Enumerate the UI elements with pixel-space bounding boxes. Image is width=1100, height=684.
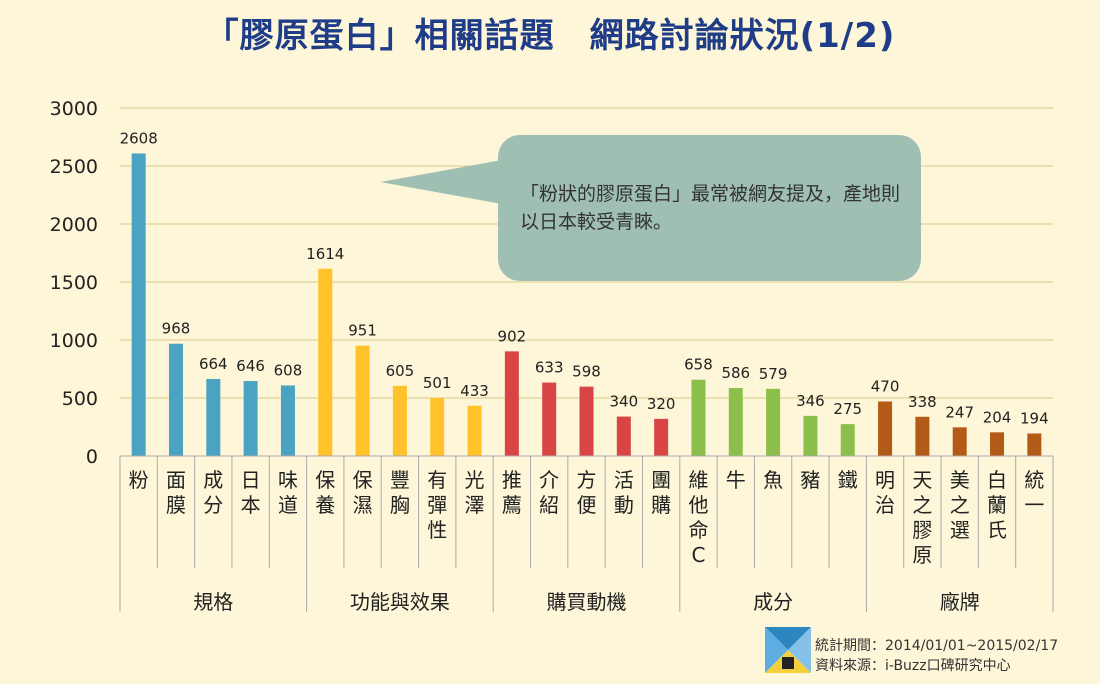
bar xyxy=(691,379,706,456)
x-tick-label: 白蘭氏 xyxy=(987,468,1007,542)
callout-bubble xyxy=(380,135,921,281)
group-label: 規格 xyxy=(193,590,233,614)
x-tick-label: 團購 xyxy=(651,468,671,517)
x-tick-label: 豬 xyxy=(800,468,820,492)
bar xyxy=(131,153,146,457)
x-tick-label: 統一 xyxy=(1024,468,1044,517)
x-tick-label: 粉 xyxy=(129,468,149,492)
data-label: 338 xyxy=(908,393,937,411)
group-label: 廠牌 xyxy=(940,590,980,614)
x-tick-label: 介紹 xyxy=(539,468,559,517)
y-tick-label: 2000 xyxy=(50,214,98,236)
x-tick-label: 魚 xyxy=(763,468,783,492)
x-tick-label: 牛 xyxy=(726,468,746,492)
bar xyxy=(616,416,631,456)
y-tick-label: 2500 xyxy=(50,156,98,178)
bar xyxy=(243,381,258,456)
data-label: 346 xyxy=(796,392,825,410)
data-label: 968 xyxy=(162,320,191,338)
data-label: 340 xyxy=(609,393,638,411)
y-tick-label: 3000 xyxy=(50,98,98,120)
data-label: 598 xyxy=(572,363,601,381)
data-label: 664 xyxy=(199,355,228,373)
data-label: 579 xyxy=(759,365,788,383)
x-tick-label: 明治 xyxy=(875,468,895,517)
x-tick-label: 保養 xyxy=(315,468,335,517)
data-label: 658 xyxy=(684,356,713,374)
data-label: 633 xyxy=(535,359,564,377)
bar xyxy=(504,351,519,456)
bar xyxy=(952,427,967,456)
x-tick-label: 方便 xyxy=(577,468,597,517)
bar xyxy=(280,385,295,456)
bar xyxy=(990,432,1005,456)
data-label: 501 xyxy=(423,374,452,392)
y-tick-label: 0 xyxy=(86,446,98,468)
bar xyxy=(318,268,333,456)
bar xyxy=(542,382,557,456)
x-tick-label: 活動 xyxy=(614,468,634,517)
data-label: 1614 xyxy=(306,245,344,263)
x-tick-label: 鐵 xyxy=(838,468,858,492)
footer-source: 資料來源：i-Buzz口碑研究中心 xyxy=(815,658,1011,674)
bar xyxy=(654,418,669,456)
x-tick-label: 美之選 xyxy=(950,468,970,542)
data-label: 320 xyxy=(647,395,676,413)
bar xyxy=(728,388,743,456)
bar xyxy=(766,388,781,456)
data-label: 605 xyxy=(386,362,415,380)
data-label: 275 xyxy=(833,400,862,418)
bar xyxy=(915,416,930,456)
bar xyxy=(878,401,893,456)
bar xyxy=(579,386,594,456)
data-label: 646 xyxy=(236,357,265,375)
footer-period: 統計期間：2014/01/01~2015/02/17 xyxy=(815,638,1059,654)
x-tick-label: 推薦 xyxy=(502,468,522,517)
data-label: 586 xyxy=(721,364,750,382)
bar xyxy=(355,345,370,456)
bar xyxy=(392,385,407,456)
ibuzz-logo-icon xyxy=(765,627,811,673)
x-tick-label: 成分 xyxy=(203,468,223,517)
x-tick-label: 保濕 xyxy=(353,468,373,517)
y-tick-label: 1000 xyxy=(50,330,98,352)
page-title: 「膠原蛋白」相關話題 網路討論狀況(1/2) xyxy=(204,16,896,56)
data-label: 204 xyxy=(983,408,1012,426)
group-label: 成分 xyxy=(753,590,793,614)
data-label: 470 xyxy=(871,377,900,395)
x-tick-label: 豐胸 xyxy=(390,468,410,517)
bar xyxy=(206,378,221,456)
x-tick-label: 日本 xyxy=(241,468,261,517)
data-label: 2608 xyxy=(120,129,158,147)
group-label: 功能與效果 xyxy=(350,590,450,614)
data-label: 247 xyxy=(945,403,974,421)
group-label: 購買動機 xyxy=(547,590,627,614)
bar xyxy=(1027,433,1042,456)
callout-text: 「粉狀的膠原蛋白」最常被網友提及，產地則以日本較受青睞。 xyxy=(520,183,901,233)
bar xyxy=(467,405,482,456)
data-label: 433 xyxy=(460,382,489,400)
x-tick-label: 天之膠原 xyxy=(912,468,932,567)
x-tick-label: 味道 xyxy=(278,468,298,517)
bar xyxy=(430,397,445,456)
data-label: 194 xyxy=(1020,409,1049,427)
bar xyxy=(168,343,183,456)
data-label: 951 xyxy=(348,322,377,340)
y-tick-label: 1500 xyxy=(50,272,98,294)
data-label: 608 xyxy=(274,361,303,379)
data-label: 902 xyxy=(498,327,527,345)
x-tick-label: 光澤 xyxy=(465,468,485,517)
bar xyxy=(840,424,855,456)
x-tick-label: 維他命 C xyxy=(688,468,708,567)
y-tick-label: 500 xyxy=(62,388,98,410)
x-tick-label: 面膜 xyxy=(166,468,186,517)
x-tick-label: 有彈性 xyxy=(427,468,447,542)
bar xyxy=(803,415,818,456)
